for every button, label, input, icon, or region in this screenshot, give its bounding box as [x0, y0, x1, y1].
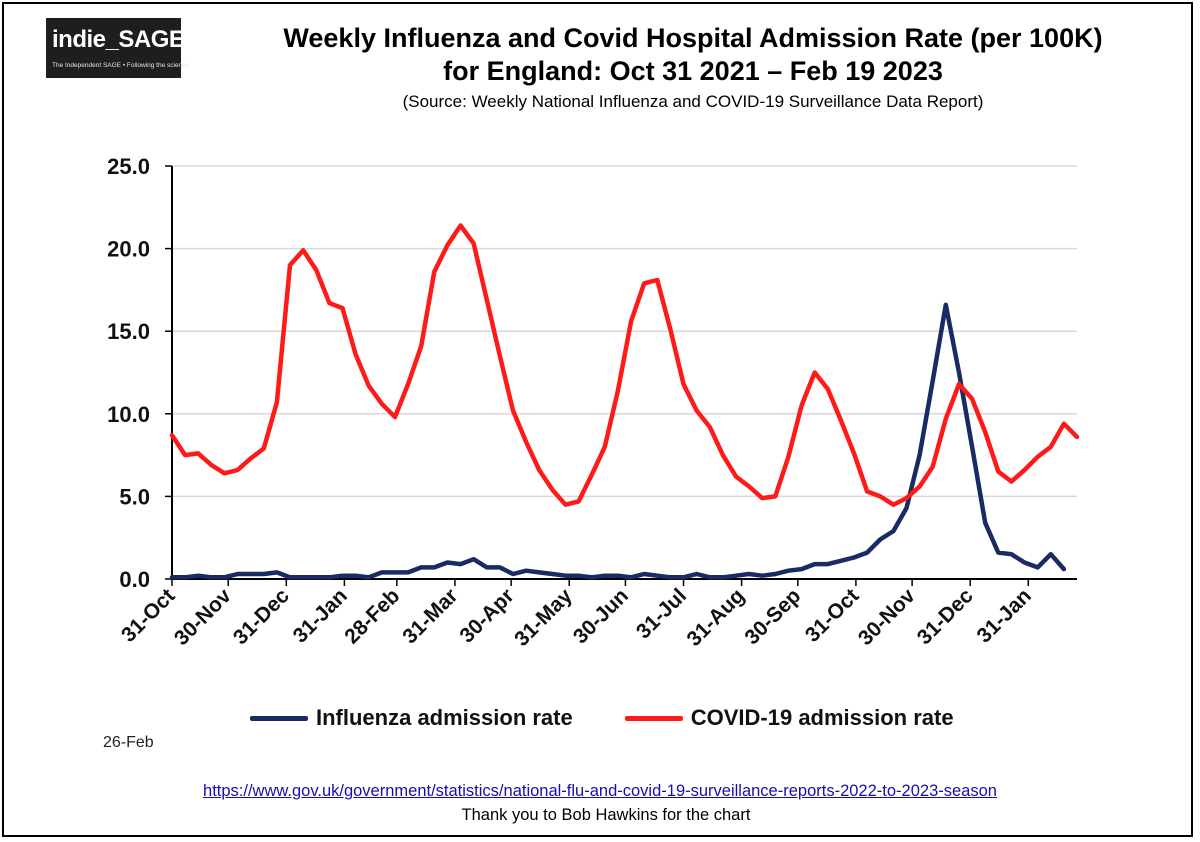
- y-tick-label: 20.0: [107, 237, 150, 262]
- influenza-series-line: [169, 302, 1067, 580]
- x-tick-label: 31-May: [510, 584, 577, 651]
- chart-title-line2: for England: Oct 31 2021 – Feb 19 2023: [443, 56, 943, 86]
- logo-text: indie_SAGE: [52, 26, 185, 53]
- covid-series-line: [169, 223, 1080, 507]
- source-link[interactable]: https://www.gov.uk/government/statistics…: [203, 782, 997, 800]
- y-tick-label: 5.0: [119, 484, 150, 509]
- x-tick-label: 31-Dec: [229, 584, 294, 649]
- legend-item-influenza: Influenza admission rate: [250, 705, 573, 731]
- chart-title-line1: Weekly Influenza and Covid Hospital Admi…: [283, 23, 1103, 53]
- axes: [171, 166, 1077, 580]
- credit-note: Thank you to Bob Hawkins for the chart: [461, 806, 751, 824]
- legend-label-influenza: Influenza admission rate: [316, 705, 573, 730]
- x-tick-label: 30-Sep: [740, 584, 805, 649]
- legend-swatch-covid: [624, 715, 683, 721]
- y-tick-label: 10.0: [107, 402, 150, 427]
- y-tick-label: 0.0: [119, 567, 150, 592]
- series-lines: [169, 223, 1080, 580]
- line-chart: 0.05.010.015.020.025.0 31-Oct30-Nov31-De…: [107, 154, 1080, 651]
- logo-tagline: The Independent SAGE • Following the sci…: [52, 62, 190, 69]
- x-tick-label: 30-Apr: [455, 584, 518, 647]
- x-tick-label: 31-Jan: [289, 584, 352, 647]
- x-tick-label: 31-Jan: [973, 584, 1036, 647]
- y-axis-ticks: 0.0 5.0 10.0 15.0 20.0 25.0: [107, 154, 172, 592]
- date-stamp: 26-Feb: [103, 734, 154, 751]
- y-tick-label: 15.0: [107, 319, 150, 344]
- indie-sage-logo: indie_SAGE The Independent SAGE • Follow…: [46, 18, 189, 78]
- legend-item-covid: COVID-19 admission rate: [624, 705, 954, 731]
- x-tick-label: 30-Nov: [170, 584, 236, 650]
- legend: Influenza admission rate COVID-19 admiss…: [250, 705, 1006, 731]
- x-tick-label: 31-Dec: [913, 584, 978, 649]
- x-tick-label: 31-Mar: [398, 584, 462, 648]
- legend-swatch-influenza: [250, 715, 308, 721]
- x-tick-label: 31-Aug: [683, 584, 750, 651]
- legend-label-covid: COVID-19 admission rate: [690, 705, 954, 730]
- x-tick-label: 30-Nov: [854, 584, 920, 650]
- chart-source-note: (Source: Weekly National Influenza and C…: [402, 92, 984, 111]
- y-tick-label: 25.0: [107, 154, 150, 179]
- chart-title: Weekly Influenza and Covid Hospital Admi…: [228, 22, 1158, 88]
- x-tick-label: 31-Oct: [117, 584, 179, 646]
- x-axis-ticks: 31-Oct30-Nov31-Dec31-Jan28-Feb31-Mar30-A…: [117, 579, 1036, 651]
- x-tick-label: 31-Oct: [801, 584, 863, 646]
- x-tick-label: 28-Feb: [340, 584, 404, 648]
- x-tick-label: 30-Jun: [569, 584, 633, 648]
